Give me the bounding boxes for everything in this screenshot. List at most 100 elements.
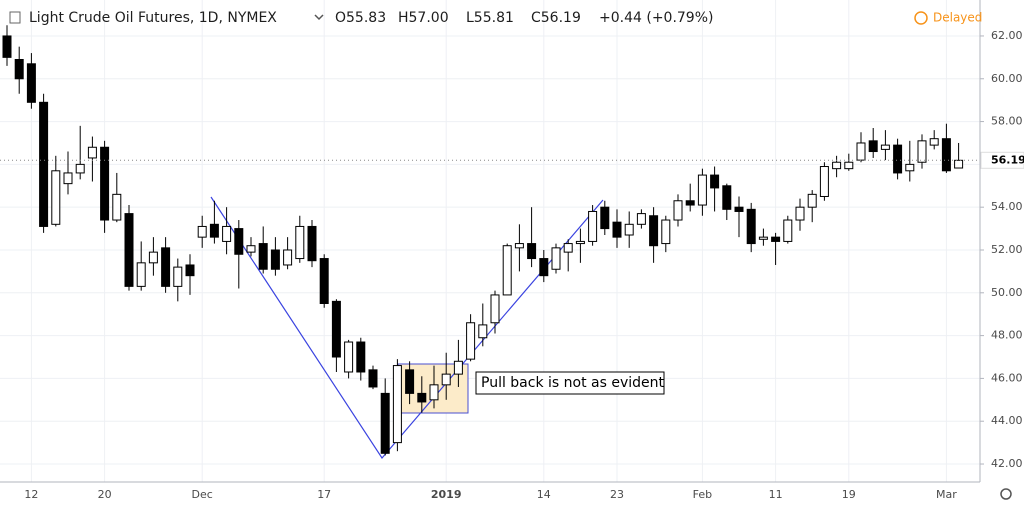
candle-body [441,373,451,386]
candle-body [331,300,341,358]
candle-body [136,262,146,287]
candle-body [673,200,683,221]
candle-body [588,210,598,242]
candle-body [344,341,354,373]
candle-body [307,225,317,262]
candle-body [356,341,366,373]
candle-body [856,142,866,161]
candle-body [380,392,390,454]
candle-body [612,221,622,238]
candle-body [807,193,817,208]
candle-body [405,369,415,394]
candle-body [661,219,671,245]
candle-body [197,225,207,238]
candle-body [209,223,219,238]
candle-body [917,140,927,163]
header: Light Crude Oil Futures, 1D, NYMEX O55.8… [9,10,982,26]
candles [2,25,964,456]
candle-body [270,249,280,270]
dropdown-icon[interactable] [314,14,324,21]
candle-body [161,247,171,287]
candle-body [100,146,110,221]
price-label: 56.19 [991,153,1024,166]
candle-body [697,174,707,206]
candle-body [783,219,793,242]
low-value: L55.81 [466,10,514,26]
candle-body [466,322,476,360]
candle-body [63,172,73,185]
y-tick-label: 42.00 [991,457,1023,470]
trend-line [210,196,604,459]
candle-body [819,166,829,197]
candle-body [392,365,402,444]
candle-body [258,243,268,270]
x-tick-label: 11 [769,488,783,501]
high-value: H57.00 [398,10,449,26]
candle-body [2,35,12,58]
candle-body [746,208,756,245]
candle-body [563,243,573,253]
x-tick-label: 23 [610,488,624,501]
candle-body [600,206,610,230]
x-tick-label: Feb [693,488,712,501]
candle-body [551,247,561,270]
y-tick-label: 54.00 [991,200,1023,213]
x-tick-label: Dec [192,488,213,501]
delayed-icon [914,11,928,25]
candle-body [539,258,549,277]
x-tick-label: 14 [537,488,551,501]
candle-body [173,266,183,287]
candle-body [649,215,659,247]
candle-body [722,185,732,210]
candle-body [246,245,256,253]
candle-body [283,249,293,266]
y-tick-label: 46.00 [991,371,1023,384]
candle-body [624,223,634,236]
candle-body [685,200,695,206]
candle-body [514,243,524,249]
x-tick-label: 2019 [431,488,462,501]
candle-body [148,251,158,264]
candle-body [87,146,97,159]
candle-body [490,294,500,324]
grid [0,0,980,482]
candle-body [575,240,585,245]
x-tick-label: 20 [98,488,112,501]
annotation-box [475,371,665,395]
candle-body [319,258,329,304]
candle-body [51,170,61,225]
candle-body [185,264,195,277]
open-value: O55.83 [335,10,386,26]
candle-body [39,101,49,227]
candle-body [734,206,744,212]
y-tick-label: 44.00 [991,414,1023,427]
candle-body [26,63,36,103]
symbol-icon [9,11,21,24]
y-tick-label: 60.00 [991,72,1023,85]
y-tick-label: 62.00 [991,29,1023,42]
change-value: +0.44 (+0.79%) [599,10,713,26]
candle-body [941,138,951,172]
x-tick-label: 17 [317,488,331,501]
candle-body [868,140,878,153]
candle-body [234,228,244,255]
x-tick-label: 12 [24,488,38,501]
candle-body [75,163,85,174]
y-tick-label: 58.00 [991,115,1023,128]
close-value: C56.19 [531,10,581,26]
candle-body [844,161,854,170]
candle-body [295,225,305,260]
candle-body [832,161,842,170]
price-badge [980,151,1024,169]
candle-body [893,144,903,174]
candle-body [771,236,781,242]
x-tick-label: 19 [842,488,856,501]
candle-body [502,245,512,296]
candle-body [124,213,134,287]
annotation: Pull back is not as evident [481,375,665,391]
candle-body [880,144,890,150]
settings-icon[interactable] [1000,488,1012,500]
y-tick-label: 50.00 [991,286,1023,299]
candle-body [112,193,122,221]
